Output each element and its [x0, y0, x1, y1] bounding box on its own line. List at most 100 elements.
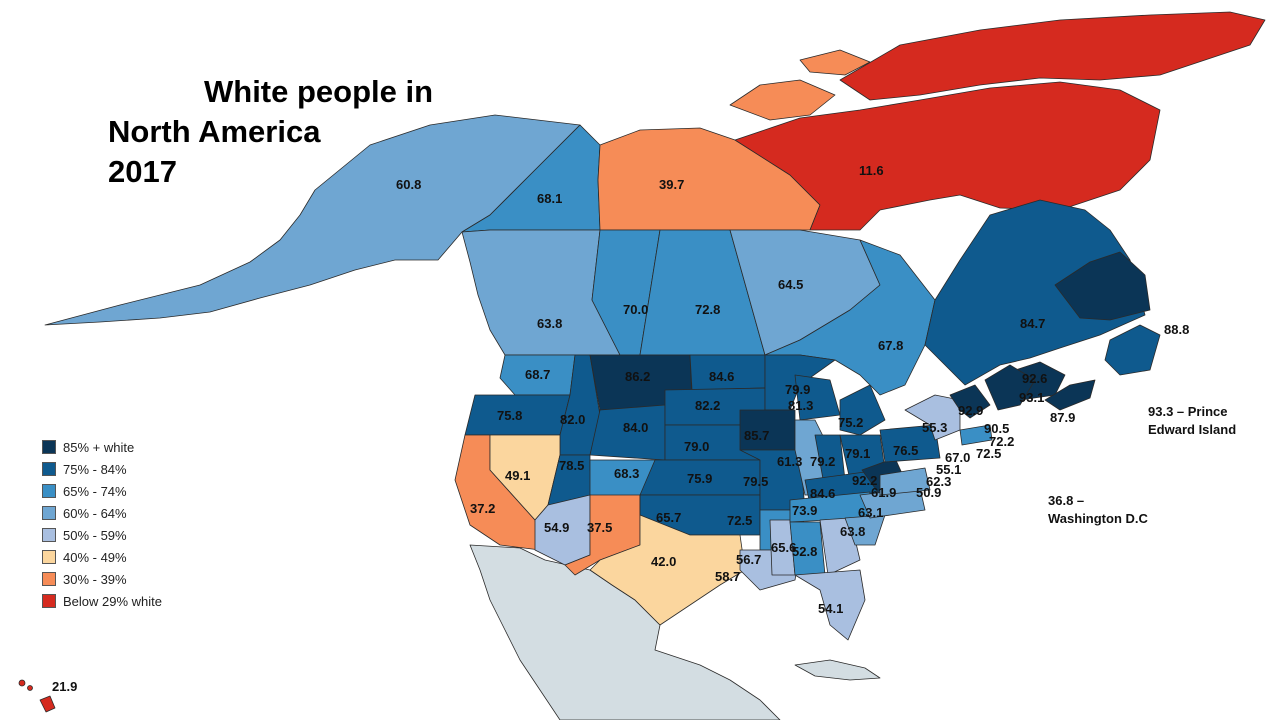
value-label: 56.7: [736, 552, 761, 567]
value-label: 49.1: [505, 468, 530, 483]
note-dc: 36.8 – Washington D.C: [1048, 492, 1148, 528]
region-arctic-islands: [839, 11, 1266, 101]
value-label: 61.9: [871, 485, 896, 500]
value-label: 72.8: [695, 302, 720, 317]
legend-swatch: [42, 484, 56, 498]
region-vermont-nh: [949, 384, 991, 419]
legend-item: 30% - 39%: [42, 568, 162, 590]
value-label: 50.9: [916, 485, 941, 500]
value-label: 55.3: [922, 420, 947, 435]
value-label: 42.0: [651, 554, 676, 569]
value-label: 92.2: [852, 473, 877, 488]
value-label: 84.0: [623, 420, 648, 435]
value-label: 85.7: [744, 428, 769, 443]
value-label: 68.1: [537, 191, 562, 206]
value-label: 84.6: [810, 486, 835, 501]
region-mass: [959, 424, 993, 446]
region-cuba: [794, 659, 881, 681]
value-label: 79.9: [785, 382, 810, 397]
legend-swatch: [42, 572, 56, 586]
value-label: 62.3: [926, 474, 951, 489]
region-michigan: [839, 384, 886, 436]
title-line-1: White people in: [204, 74, 434, 109]
value-label: 54.9: [544, 520, 569, 535]
value-label: 75.8: [497, 408, 522, 423]
value-label: 65.6: [771, 540, 796, 555]
legend-label: 85% + white: [63, 439, 135, 455]
value-label: 72.5: [976, 446, 1001, 461]
note-pei-name: Edward Island: [1148, 422, 1237, 437]
value-label: 68.7: [525, 367, 550, 382]
title-line-3: 2017: [108, 154, 177, 189]
region-texas: [589, 494, 746, 626]
region-maine: [984, 364, 1036, 411]
value-label: 84.6: [709, 369, 734, 384]
legend-label: 50% - 59%: [63, 527, 127, 543]
legend-swatch: [42, 462, 56, 476]
value-label: 61.3: [777, 454, 802, 469]
legend-item: 60% - 64%: [42, 502, 162, 524]
value-label: 79.5: [743, 474, 768, 489]
region-nunavut: [734, 81, 1161, 231]
region-hawaii-island-2: [27, 685, 33, 691]
region-hawaii: [39, 695, 56, 713]
title-line-2: North America: [108, 114, 321, 149]
value-label: 93.1: [1019, 390, 1044, 405]
legend-item: 50% - 59%: [42, 524, 162, 546]
value-label: 67.8: [878, 338, 903, 353]
note-dc-name: Washington D.C: [1048, 511, 1148, 526]
legend-swatch: [42, 506, 56, 520]
value-label: 52.8: [792, 544, 817, 559]
value-label: 37.5: [587, 520, 612, 535]
note-pei: 93.3 – Prince Edward Island: [1148, 403, 1236, 439]
value-label: 72.2: [989, 434, 1014, 449]
value-label: 11.6: [859, 163, 884, 178]
region-labrador: [1054, 251, 1151, 321]
legend-swatch: [42, 550, 56, 564]
value-label: 72.5: [727, 513, 752, 528]
value-label: 79.1: [845, 446, 870, 461]
value-label: 39.7: [659, 177, 684, 192]
legend-swatch: [42, 528, 56, 542]
value-label: 37.2: [470, 501, 495, 516]
value-label: 54.1: [818, 601, 843, 616]
legend-item: 40% - 49%: [42, 546, 162, 568]
legend-label: 40% - 49%: [63, 549, 127, 565]
value-label: 92.9: [958, 403, 983, 418]
region-newfoundland: [1104, 324, 1161, 376]
value-label: 90.5: [984, 421, 1009, 436]
value-label: 67.0: [945, 450, 970, 465]
legend-label: 60% - 64%: [63, 505, 127, 521]
map-title: White people in North America 2017: [108, 72, 468, 192]
value-label: 92.6: [1022, 371, 1047, 386]
region-pennsylvania: [879, 424, 941, 463]
legend-item: 65% - 74%: [42, 480, 162, 502]
value-label: 68.3: [614, 466, 639, 481]
value-label: 64.5: [778, 277, 803, 292]
value-label: 55.1: [936, 462, 961, 477]
region-hawaii-island: [18, 679, 26, 687]
legend: 85% + white 75% - 84% 65% - 74% 60% - 64…: [42, 436, 162, 612]
value-label: 63.8: [840, 524, 865, 539]
legend-item: 85% + white: [42, 436, 162, 458]
value-label: 60.8: [396, 177, 421, 192]
value-label: 65.7: [656, 510, 681, 525]
region-alaska: [44, 114, 581, 326]
value-label: 21.9: [52, 679, 77, 694]
legend-label: 65% - 74%: [63, 483, 127, 499]
legend-swatch: [42, 594, 56, 608]
value-label: 88.8: [1164, 322, 1189, 337]
legend-item: 75% - 84%: [42, 458, 162, 480]
legend-label: Below 29% white: [63, 593, 162, 609]
value-label: 82.2: [695, 398, 720, 413]
region-arctic-orange: [729, 79, 836, 121]
value-label: 81.3: [788, 398, 813, 413]
value-label: 78.5: [559, 458, 584, 473]
note-pei-value: 93.3 – Prince: [1148, 404, 1228, 419]
region-florida: [794, 569, 866, 641]
note-dc-value: 36.8 –: [1048, 493, 1085, 508]
legend-label: 30% - 39%: [63, 571, 127, 587]
value-label: 63.8: [537, 316, 562, 331]
region-nova-scotia: [1044, 379, 1096, 411]
